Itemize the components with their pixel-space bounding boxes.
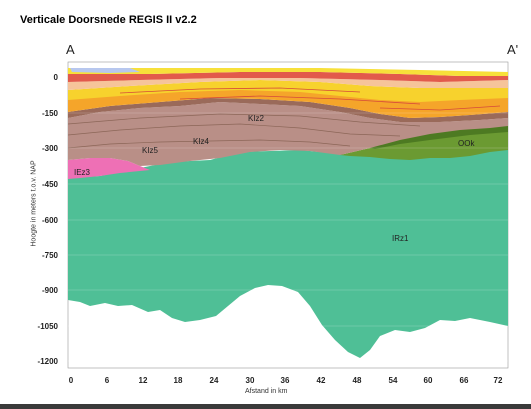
x-tick-label: 48 [353, 376, 362, 385]
x-tick-label: 72 [494, 376, 503, 385]
upper-layers-red [68, 72, 508, 82]
section-end-label: A' [507, 42, 519, 57]
y-tick-label: -900 [42, 286, 59, 295]
upper-layers-orange [68, 86, 508, 118]
x-axis: 0 6 12 18 24 30 36 42 48 54 60 66 72 [69, 376, 503, 385]
unit-label-kiz2: KIz2 [248, 114, 265, 123]
unit-kiz-dark-band [68, 98, 508, 122]
x-tick-label: 24 [210, 376, 219, 385]
y-tick-label: 0 [54, 73, 59, 82]
section-start-label: A [66, 42, 75, 57]
unit-irz1-area [68, 133, 508, 358]
y-tick-label: -150 [42, 109, 59, 118]
unit-iez3-area [68, 158, 150, 179]
upper-layers-stripes [119, 87, 501, 111]
upper-layers-peach [68, 78, 508, 90]
x-tick-label: 6 [105, 376, 110, 385]
x-tick-label: 66 [460, 376, 469, 385]
unit-label-iez3: IEz3 [74, 168, 91, 177]
figure-title: Verticale Doorsnede REGIS II v2.2 [20, 14, 197, 26]
unit-kiz-area [68, 102, 508, 166]
unit-label-kiz4: KIz4 [193, 137, 210, 146]
x-tick-label: 18 [174, 376, 183, 385]
surface-blue-patch [70, 68, 140, 73]
x-tick-label: 0 [69, 376, 74, 385]
x-tick-label: 42 [317, 376, 326, 385]
y-tick-label: -300 [42, 144, 59, 153]
y-tick-label: -1200 [38, 357, 59, 366]
y-tick-label: -1050 [38, 322, 59, 331]
unit-label-kiz5: KIz5 [142, 146, 159, 155]
unit-kiz-lines [67, 113, 421, 149]
x-tick-label: 60 [424, 376, 433, 385]
x-tick-label: 12 [139, 376, 148, 385]
y-tick-label: -750 [42, 251, 59, 260]
y-tick-label: -450 [42, 180, 59, 189]
window-bottom-edge [0, 404, 531, 409]
x-axis-label: Afstand in km [245, 388, 288, 395]
x-tick-label: 30 [246, 376, 255, 385]
x-tick-label: 36 [281, 376, 290, 385]
y-axis: 0 -150 -300 -450 -600 -750 -900 -1050 -1… [38, 73, 59, 366]
surface-yellow-band [68, 68, 508, 76]
upper-layers-yellow [68, 80, 508, 102]
grid-lines [68, 112, 508, 362]
unit-ook-upper [360, 124, 508, 149]
x-tick-label: 54 [389, 376, 398, 385]
unit-label-irz1: IRz1 [392, 234, 409, 243]
unit-label-ook: OOk [458, 139, 475, 148]
y-tick-label: -600 [42, 216, 59, 225]
